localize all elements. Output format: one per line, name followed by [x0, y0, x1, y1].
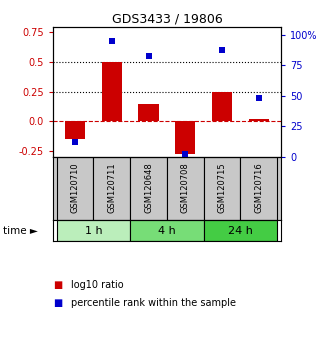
Text: GSM120711: GSM120711	[107, 162, 116, 212]
Bar	[56, 157, 93, 221]
Bar	[65, 121, 85, 139]
Text: ■: ■	[53, 298, 62, 308]
Text: 4 h: 4 h	[158, 225, 176, 236]
Bar	[204, 221, 277, 241]
Text: GSM120708: GSM120708	[181, 162, 190, 213]
Text: log10 ratio: log10 ratio	[71, 280, 123, 290]
Text: GSM120710: GSM120710	[71, 162, 80, 212]
Text: percentile rank within the sample: percentile rank within the sample	[71, 298, 236, 308]
Text: GSM120716: GSM120716	[254, 162, 263, 213]
Bar	[102, 62, 122, 121]
Bar	[249, 119, 269, 121]
Text: GSM120648: GSM120648	[144, 162, 153, 213]
Bar	[130, 157, 167, 221]
Text: time ►: time ►	[3, 225, 38, 236]
Bar	[212, 92, 232, 121]
Bar	[175, 121, 195, 154]
Bar	[138, 103, 159, 121]
Bar	[204, 157, 240, 221]
Bar	[56, 221, 130, 241]
Text: ■: ■	[53, 280, 62, 290]
Bar	[93, 157, 130, 221]
Text: GSM120715: GSM120715	[218, 162, 227, 212]
Text: 1 h: 1 h	[85, 225, 102, 236]
Title: GDS3433 / 19806: GDS3433 / 19806	[111, 12, 222, 25]
Bar	[130, 221, 204, 241]
Bar	[240, 157, 277, 221]
Text: 24 h: 24 h	[228, 225, 253, 236]
Bar	[167, 157, 204, 221]
